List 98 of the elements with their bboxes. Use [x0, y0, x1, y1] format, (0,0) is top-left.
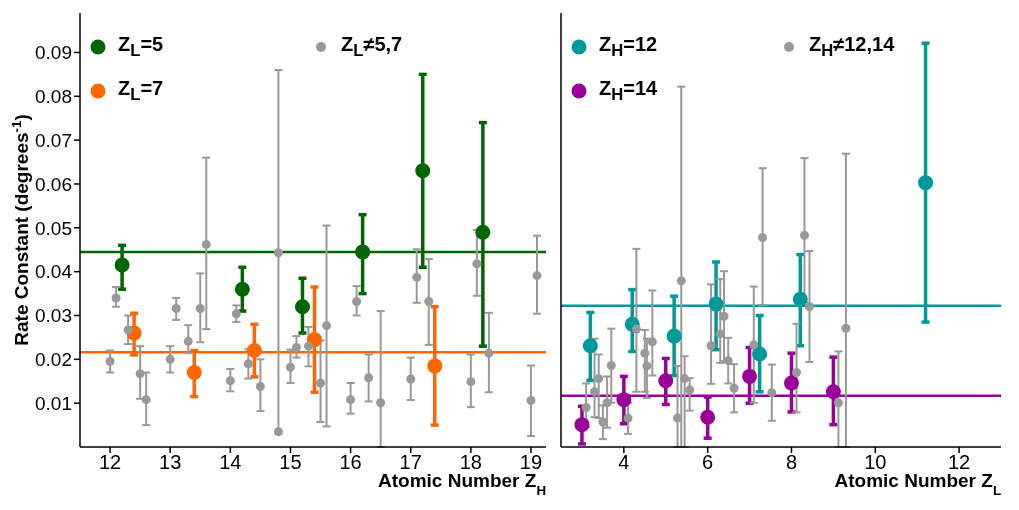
point — [642, 361, 652, 371]
point — [833, 398, 843, 408]
point — [225, 376, 235, 386]
point — [647, 337, 657, 347]
legend-label: Z$_{H}$=12 — [599, 33, 658, 61]
point — [294, 299, 310, 315]
point — [303, 341, 313, 351]
x-tick-label: 4 — [618, 451, 630, 474]
point — [231, 309, 241, 319]
point — [427, 358, 443, 374]
y-tick-label: 0.07 — [35, 129, 72, 151]
point — [640, 348, 650, 358]
point — [183, 336, 193, 346]
point — [255, 382, 265, 391]
point — [598, 417, 608, 427]
legend-label: Z$_{H}$≠12,14 — [809, 33, 895, 61]
point — [171, 303, 181, 313]
point — [676, 276, 686, 286]
point — [658, 373, 674, 389]
x-tick-label: 15 — [279, 451, 302, 474]
point — [706, 341, 716, 351]
point — [141, 395, 151, 405]
point — [316, 378, 326, 388]
point — [841, 323, 851, 333]
y-tick-label: 0.05 — [35, 217, 72, 239]
point — [594, 374, 604, 384]
point — [201, 239, 211, 249]
point — [805, 302, 814, 312]
point — [680, 374, 690, 384]
point — [475, 224, 491, 240]
point — [532, 271, 542, 281]
point — [424, 296, 434, 306]
point — [111, 293, 121, 303]
point — [355, 244, 371, 260]
point — [186, 364, 202, 380]
legend-label: Z$_{L}$≠5,7 — [341, 33, 403, 61]
x-tick-label: 8 — [785, 451, 798, 474]
point — [602, 398, 612, 408]
x-tick-label: 16 — [339, 451, 362, 474]
x-tick-label: 6 — [702, 451, 714, 474]
y-tick-label: 0.06 — [35, 173, 72, 195]
y-tick-label: 0.09 — [35, 42, 72, 64]
point — [792, 367, 802, 377]
y-tick-label: 0.01 — [35, 392, 72, 414]
point — [758, 232, 768, 242]
point — [581, 403, 591, 413]
y-tick-label: 0.08 — [35, 86, 72, 108]
x-tick-label: 12 — [98, 451, 122, 474]
point — [234, 281, 250, 297]
y-tick-label: 0.03 — [35, 305, 72, 327]
point — [623, 413, 633, 423]
point — [606, 360, 616, 370]
point — [352, 296, 362, 306]
point — [752, 346, 768, 362]
point — [708, 296, 724, 312]
legend-label: Z$_{H}$=14 — [599, 77, 658, 105]
point — [307, 332, 322, 348]
y-tick-label: 0.04 — [35, 261, 73, 283]
point — [105, 357, 115, 367]
point — [273, 248, 283, 258]
point — [666, 328, 682, 344]
point — [472, 259, 482, 269]
point — [376, 398, 386, 408]
point — [799, 230, 809, 240]
point — [322, 321, 332, 331]
point — [412, 272, 422, 282]
point — [749, 340, 759, 350]
point — [291, 342, 301, 352]
point — [364, 373, 374, 383]
point — [346, 395, 356, 405]
point — [918, 175, 934, 191]
point — [526, 396, 536, 406]
point — [484, 348, 494, 358]
point — [123, 325, 133, 335]
point — [466, 377, 476, 387]
point — [415, 163, 431, 179]
legend-label: Z$_{L}$=7 — [118, 77, 164, 105]
point — [700, 409, 716, 425]
x-tick-label: 14 — [219, 451, 242, 474]
point — [783, 375, 799, 391]
point — [723, 356, 733, 366]
legend-label: Z$_{L}$=5 — [118, 33, 164, 61]
point — [165, 354, 175, 364]
point — [243, 359, 253, 369]
point — [685, 385, 695, 395]
point — [406, 374, 416, 384]
point — [825, 384, 841, 400]
point — [719, 311, 729, 321]
x-tick-label: 13 — [159, 451, 182, 474]
point — [195, 303, 205, 313]
point — [767, 388, 777, 398]
point — [729, 383, 739, 393]
point — [114, 257, 130, 273]
y-tick-label: 0.02 — [35, 349, 72, 371]
point — [742, 368, 758, 384]
point — [285, 362, 295, 372]
point — [673, 413, 682, 423]
point — [135, 369, 145, 379]
